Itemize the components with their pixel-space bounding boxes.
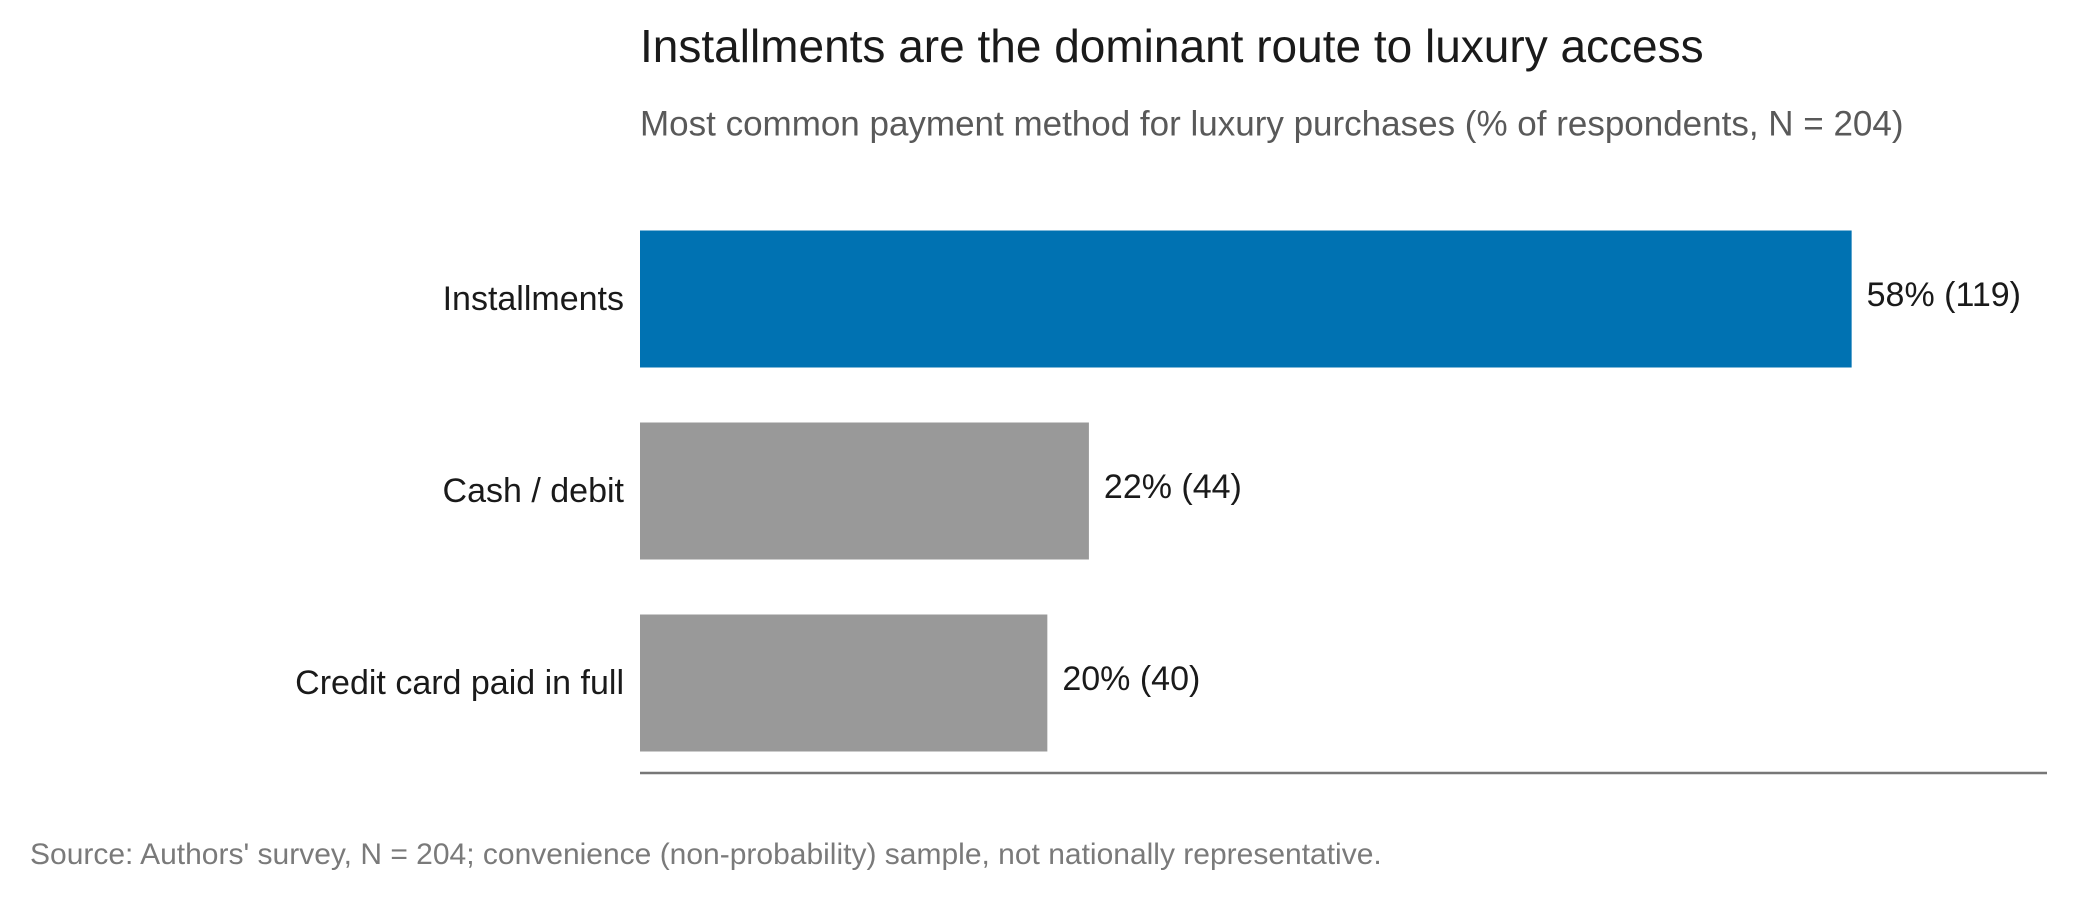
value-label: 20% (40) [1062, 660, 1200, 698]
chart-title: Installments are the dominant route to l… [640, 20, 1704, 72]
category-label: Credit card paid in full [295, 664, 624, 702]
category-label: Cash / debit [443, 472, 625, 510]
value-label: 22% (44) [1104, 468, 1242, 506]
category-label: Installments [443, 280, 624, 318]
source-note: Source: Authors' survey, N = 204; conven… [30, 838, 1382, 871]
bar [640, 614, 1048, 752]
chart-subtitle: Most common payment method for luxury pu… [640, 104, 1904, 143]
bar [640, 422, 1089, 560]
value-label: 58% (119) [1867, 276, 2021, 314]
bar [640, 230, 1852, 368]
